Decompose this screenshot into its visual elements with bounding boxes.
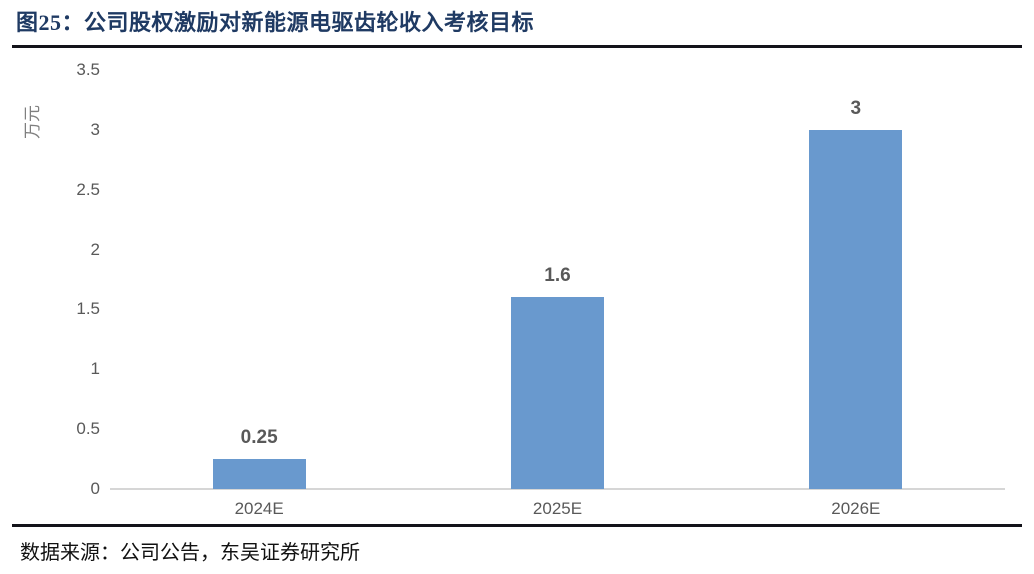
y-axis-tick-label: 2 — [90, 239, 100, 259]
bar-2024E — [212, 459, 306, 489]
figure-title: 图25：公司股权激励对新能源电驱齿轮收入考核目标 — [16, 10, 535, 35]
y-axis-tick-label: 1.5 — [76, 299, 100, 319]
top-divider-line — [12, 45, 1022, 48]
y-axis-tick-label: 1 — [90, 359, 100, 379]
y-axis-tick-label: 0.5 — [76, 419, 100, 439]
y-axis-tick-label: 0 — [90, 479, 100, 498]
x-axis-category-label: 2026E — [831, 499, 881, 518]
x-axis-category-label: 2024E — [234, 499, 284, 518]
bar-2026E — [809, 129, 903, 489]
bottom-divider-line — [12, 524, 1022, 527]
x-axis-category-label: 2025E — [532, 499, 583, 518]
plot-area — [110, 70, 1005, 490]
y-axis-tick-label: 2.5 — [76, 179, 100, 199]
bar-2025E — [511, 297, 604, 489]
y-axis-tick-label: 3.5 — [76, 60, 100, 79]
data-source-note: 数据来源：公司公告，东吴证券研究所 — [20, 542, 360, 564]
bar-value-label: 3 — [850, 97, 862, 119]
y-axis-tick-label: 3 — [90, 119, 100, 139]
x-axis-line — [110, 488, 1005, 490]
bar-value-label: 0.25 — [240, 427, 278, 449]
bar-value-label: 1.6 — [544, 265, 571, 287]
